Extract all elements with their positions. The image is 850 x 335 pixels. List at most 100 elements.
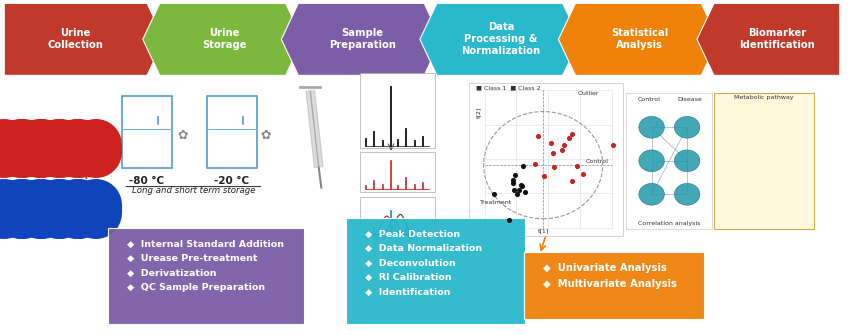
Polygon shape xyxy=(4,3,164,75)
Point xyxy=(506,181,519,186)
Point xyxy=(606,142,620,147)
Polygon shape xyxy=(25,193,76,206)
Polygon shape xyxy=(420,3,580,75)
Text: Disease: Disease xyxy=(677,97,702,102)
Polygon shape xyxy=(6,132,57,146)
Circle shape xyxy=(69,121,106,136)
Circle shape xyxy=(13,181,50,196)
Text: t[2]: t[2] xyxy=(476,107,481,118)
Polygon shape xyxy=(558,3,718,75)
Point xyxy=(570,163,584,168)
Ellipse shape xyxy=(674,116,700,138)
Text: Urine
Storage: Urine Storage xyxy=(201,28,246,50)
Point xyxy=(562,135,575,141)
Point xyxy=(565,179,579,184)
Ellipse shape xyxy=(639,184,665,205)
Point xyxy=(507,177,520,183)
Polygon shape xyxy=(62,193,113,206)
Point xyxy=(510,192,524,197)
Point xyxy=(531,133,545,138)
Point xyxy=(529,161,542,167)
Point xyxy=(576,172,590,177)
Text: Data
Processing &
Normalization: Data Processing & Normalization xyxy=(462,22,541,56)
Polygon shape xyxy=(0,132,38,146)
Point xyxy=(516,184,530,189)
Polygon shape xyxy=(25,132,76,146)
FancyBboxPatch shape xyxy=(52,189,86,207)
Point xyxy=(512,187,525,192)
Text: -20 °C: -20 °C xyxy=(214,176,249,186)
Polygon shape xyxy=(6,193,57,206)
Ellipse shape xyxy=(674,184,700,205)
FancyBboxPatch shape xyxy=(14,189,48,207)
Text: Correlation analysis: Correlation analysis xyxy=(638,221,700,226)
Point xyxy=(546,151,559,156)
Point xyxy=(514,183,528,188)
FancyBboxPatch shape xyxy=(108,228,304,324)
Text: Control: Control xyxy=(638,97,660,102)
FancyBboxPatch shape xyxy=(207,96,257,168)
FancyBboxPatch shape xyxy=(360,197,435,237)
Point xyxy=(547,164,561,170)
FancyBboxPatch shape xyxy=(714,93,814,229)
FancyBboxPatch shape xyxy=(360,73,435,148)
FancyBboxPatch shape xyxy=(33,189,67,207)
Circle shape xyxy=(0,181,31,196)
Point xyxy=(565,131,579,136)
Point xyxy=(544,140,558,146)
Point xyxy=(516,163,530,169)
Text: Long and short term storage: Long and short term storage xyxy=(132,186,256,195)
Text: ◆  Internal Standard Addition
◆  Urease Pre-treatment
◆  Derivatization
◆  QC Sa: ◆ Internal Standard Addition ◆ Urease Pr… xyxy=(127,240,284,292)
Polygon shape xyxy=(62,132,113,146)
Circle shape xyxy=(50,181,88,196)
FancyBboxPatch shape xyxy=(626,93,712,229)
Polygon shape xyxy=(143,3,303,75)
Point xyxy=(487,192,501,197)
FancyBboxPatch shape xyxy=(346,218,525,324)
Circle shape xyxy=(50,121,88,136)
Text: Control Group: Control Group xyxy=(9,229,88,240)
Ellipse shape xyxy=(639,116,665,138)
Point xyxy=(508,173,522,178)
Text: Sample
Preparation: Sample Preparation xyxy=(329,28,396,50)
Ellipse shape xyxy=(674,150,700,172)
Circle shape xyxy=(31,121,69,136)
Polygon shape xyxy=(0,193,38,206)
FancyBboxPatch shape xyxy=(469,83,623,236)
Point xyxy=(558,142,571,148)
Circle shape xyxy=(31,181,69,196)
Text: Biomarker
Identification: Biomarker Identification xyxy=(739,28,815,50)
FancyBboxPatch shape xyxy=(33,129,67,146)
Text: Control: Control xyxy=(586,159,609,164)
FancyBboxPatch shape xyxy=(360,152,435,192)
Text: ✿: ✿ xyxy=(178,129,188,142)
Text: Outlier: Outlier xyxy=(577,91,598,96)
Ellipse shape xyxy=(639,150,665,172)
Point xyxy=(556,147,570,152)
FancyBboxPatch shape xyxy=(0,189,30,207)
Text: Urine
Collection: Urine Collection xyxy=(48,28,104,50)
FancyBboxPatch shape xyxy=(52,129,86,146)
Point xyxy=(537,173,551,179)
Text: t[1]: t[1] xyxy=(537,228,549,233)
FancyBboxPatch shape xyxy=(71,189,105,207)
Text: ◆  Peak Detection
◆  Data Normalization
◆  Deconvolution
◆  RI Calibration
◆  Id: ◆ Peak Detection ◆ Data Normalization ◆ … xyxy=(365,229,482,297)
Polygon shape xyxy=(697,3,840,75)
Point xyxy=(518,189,531,195)
FancyBboxPatch shape xyxy=(524,252,704,319)
Text: Diseased Group: Diseased Group xyxy=(5,169,92,179)
Circle shape xyxy=(0,121,31,136)
Text: ✿: ✿ xyxy=(260,129,270,142)
Polygon shape xyxy=(43,193,94,206)
Polygon shape xyxy=(281,3,441,75)
Circle shape xyxy=(69,181,106,196)
Text: Statistical
Analysis: Statistical Analysis xyxy=(611,28,668,50)
Polygon shape xyxy=(43,132,94,146)
FancyBboxPatch shape xyxy=(0,129,30,146)
FancyBboxPatch shape xyxy=(122,96,172,168)
Point xyxy=(507,187,520,192)
Text: ◆  Univariate Analysis
◆  Multivariate Analysis: ◆ Univariate Analysis ◆ Multivariate Ana… xyxy=(543,263,677,289)
FancyBboxPatch shape xyxy=(14,129,48,146)
Point xyxy=(502,217,516,223)
Circle shape xyxy=(13,121,50,136)
